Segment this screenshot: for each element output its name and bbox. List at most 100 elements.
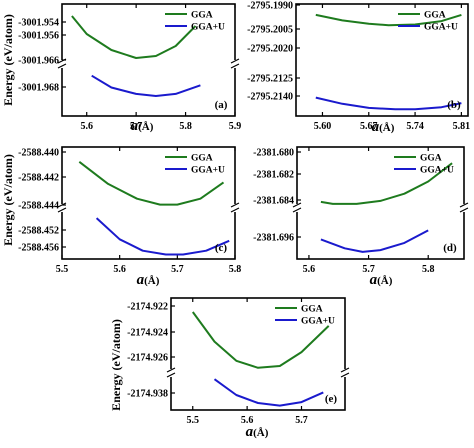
panel-a-y-tick-label: -3001.954 — [18, 18, 59, 29]
panel-e-y-tick-label: -2174.938 — [127, 389, 168, 400]
panel-a: 5.6 5.7 5.8 5.9 -3001.954 -3001.956 -3001.966 -… — [18, 3, 242, 134]
panel-a-axis-break-mark-1 — [230, 58, 240, 69]
panel-e-x-axis-label-symbol: a — [246, 424, 254, 440]
panel-e-legend-label-gga-u: GGA+U — [301, 317, 335, 327]
panel-d: 5.6 5.7 5.8 -2381.680 -2381.682 -2381.684 -238… — [253, 146, 469, 288]
panel-c-x-tick-label: 5.6 — [113, 264, 126, 275]
panel-a-y-tick-label: -3001.968 — [18, 83, 59, 94]
panel-b-x-tick-label: 5.74 — [406, 121, 424, 132]
panel-a-legend-label-gga: GGA — [191, 11, 213, 21]
panel-d-x-axis-label-unit: (Å) — [377, 275, 393, 287]
panel-b-y-tick-label: -2795.1990 — [247, 1, 293, 12]
y-axis-label-row1: Energy (eV/atom) — [1, 14, 15, 106]
panel-a-x-tick-label: 5.9 — [229, 121, 242, 132]
panel-e-y-tick-label: -2174.924 — [127, 328, 168, 339]
panel-c-x-tick-label: 5.5 — [56, 264, 69, 275]
panel-c-frame — [61, 146, 236, 260]
panel-b: 5.60 5.67 5.74 5.81 -2795.1990 -2795.2005 -279… — [247, 1, 470, 136]
panel-b-x-tick-label: 5.81 — [453, 121, 471, 132]
panel-e-y-tick-label: -2174.922 — [127, 302, 168, 313]
panel-a-x-axis-label-unit: (Å) — [138, 121, 154, 133]
panel-e-x-tick-label: 5.5 — [187, 415, 200, 426]
panel-e-x-axis-label: a(Å) — [246, 424, 269, 440]
panel-c-x-axis-label: a(Å) — [137, 272, 160, 288]
panel-e-series-gga-line — [191, 311, 330, 369]
panel-d-y-tick-label: -2381.680 — [253, 148, 294, 159]
panel-c-y-tick-label: -2588.442 — [18, 173, 59, 184]
panel-d-y-tick-label: -2381.682 — [253, 170, 294, 181]
panel-c-axis-break-mark-1 — [230, 202, 240, 213]
panel-e-axis-break-mark-1 — [340, 367, 350, 378]
panel-c-y-tick-label: -2588.456 — [18, 243, 59, 254]
panel-c-x-tick-label: 5.7 — [171, 264, 184, 275]
panel-c-x-axis-label-symbol: a — [137, 272, 145, 288]
panel-d-series-gga-u-line — [320, 229, 429, 253]
panel-d-x-axis-label-symbol: a — [370, 272, 378, 288]
panel-d-legend-label-gga-u: GGA+U — [420, 166, 454, 176]
panel-c-x-axis-label-unit: (Å) — [144, 275, 160, 287]
panel-a-frame — [61, 3, 236, 117]
panel-a-x-tick-label: 5.6 — [80, 121, 93, 132]
panel-d-legend-label-gga: GGA — [420, 154, 442, 164]
panel-e-series-gga-u-line — [213, 378, 324, 407]
panel-d-x-axis-label: a(Å) — [370, 272, 393, 288]
panel-e-axis-break-mark-0 — [166, 367, 176, 378]
panel-d-x-tick-label: 5.7 — [362, 264, 375, 275]
panel-d-x-tick-label: 5.8 — [422, 264, 435, 275]
panel-e-x-tick-label: 5.6 — [241, 415, 254, 426]
panel-d-y-tick-label: -2381.684 — [253, 196, 294, 207]
panel-c-break-gap-1 — [231, 204, 239, 212]
panel-e-y-tick-label: -2174.926 — [127, 353, 168, 364]
y-axis-label-row2: Energy (eV/atom) — [1, 154, 15, 246]
panel-b-x-axis-label: a(Å) — [372, 119, 395, 135]
panel-a-x-axis-label-symbol: a — [131, 118, 139, 134]
panel-d-axis-break-mark-0 — [292, 202, 302, 213]
panel-b-y-tick-label: -2795.2140 — [247, 92, 293, 103]
panel-d-series-gga-line — [320, 162, 453, 205]
panel-e-break-gap-0 — [167, 369, 175, 377]
panel-d-frame — [296, 146, 465, 260]
panel-c-y-tick-label: -2588.444 — [18, 201, 59, 212]
panel-e-x-axis-label-unit: (Å) — [253, 427, 269, 439]
panel-b-frame — [295, 3, 469, 117]
panel-c-legend-label-gga: GGA — [191, 154, 213, 164]
panel-a-x-tick-label: 5.7 — [130, 121, 143, 132]
panel-c-y-tick-label: -2588.440 — [18, 148, 59, 159]
panel-c-series-gga-u-line — [95, 217, 230, 256]
panel-d-x-tick-label: 5.6 — [303, 264, 316, 275]
panel-e-break-gap-1 — [341, 369, 349, 377]
panel-b-legend-label-gga-u: GGA+U — [424, 23, 458, 33]
panel-a-y-tick-label: -3001.966 — [18, 56, 59, 67]
y-axis-label-row3: Energy (eV/atom) — [109, 319, 123, 411]
panel-c-label: (c) — [215, 242, 228, 254]
panel-c-break-gap-0 — [58, 204, 66, 212]
panel-a-break-gap-1 — [231, 60, 239, 68]
panel-b-x-axis-label-symbol: a — [372, 119, 380, 135]
panel-a-legend-label-gga-u: GGA+U — [191, 23, 225, 33]
panel-b-y-tick-label: -2795.2020 — [247, 44, 293, 55]
panel-c: 5.5 5.6 5.7 5.8 -2588.440 -2588.442 -2588.444 -… — [18, 146, 242, 288]
panel-d-label: (d) — [443, 242, 457, 254]
panel-a-x-axis-label: a(Å) — [131, 118, 154, 134]
panel-a-y-tick-label: -3001.956 — [18, 31, 59, 42]
panel-e-legend-label-gga: GGA — [301, 305, 323, 315]
panel-b-y-tick-label: -2795.2125 — [247, 74, 293, 85]
panel-b-y-tick-label: -2795.2005 — [247, 25, 293, 36]
panel-c-series-gga-line — [78, 161, 225, 206]
panel-b-x-tick-label: 5.67 — [360, 121, 378, 132]
panel-b-series-gga-u-line — [315, 96, 462, 111]
panel-b-series-gga-line — [315, 13, 462, 27]
panel-d-break-gap-1 — [460, 204, 468, 212]
panel-b-legend-label-gga: GGA — [424, 11, 446, 21]
panel-a-label: (a) — [215, 99, 228, 111]
panel-a-x-tick-label: 5.8 — [179, 121, 192, 132]
panel-a-series-gga-line — [71, 15, 197, 59]
panel-c-legend-label-gga-u: GGA+U — [191, 166, 225, 176]
panel-d-y-tick-label: -2381.696 — [253, 233, 294, 244]
panel-c-x-tick-label: 5.8 — [229, 264, 242, 275]
panel-a-break-gap-0 — [58, 60, 66, 68]
panel-c-y-tick-label: -2588.452 — [18, 226, 59, 237]
panel-e-label: (e) — [325, 393, 338, 405]
